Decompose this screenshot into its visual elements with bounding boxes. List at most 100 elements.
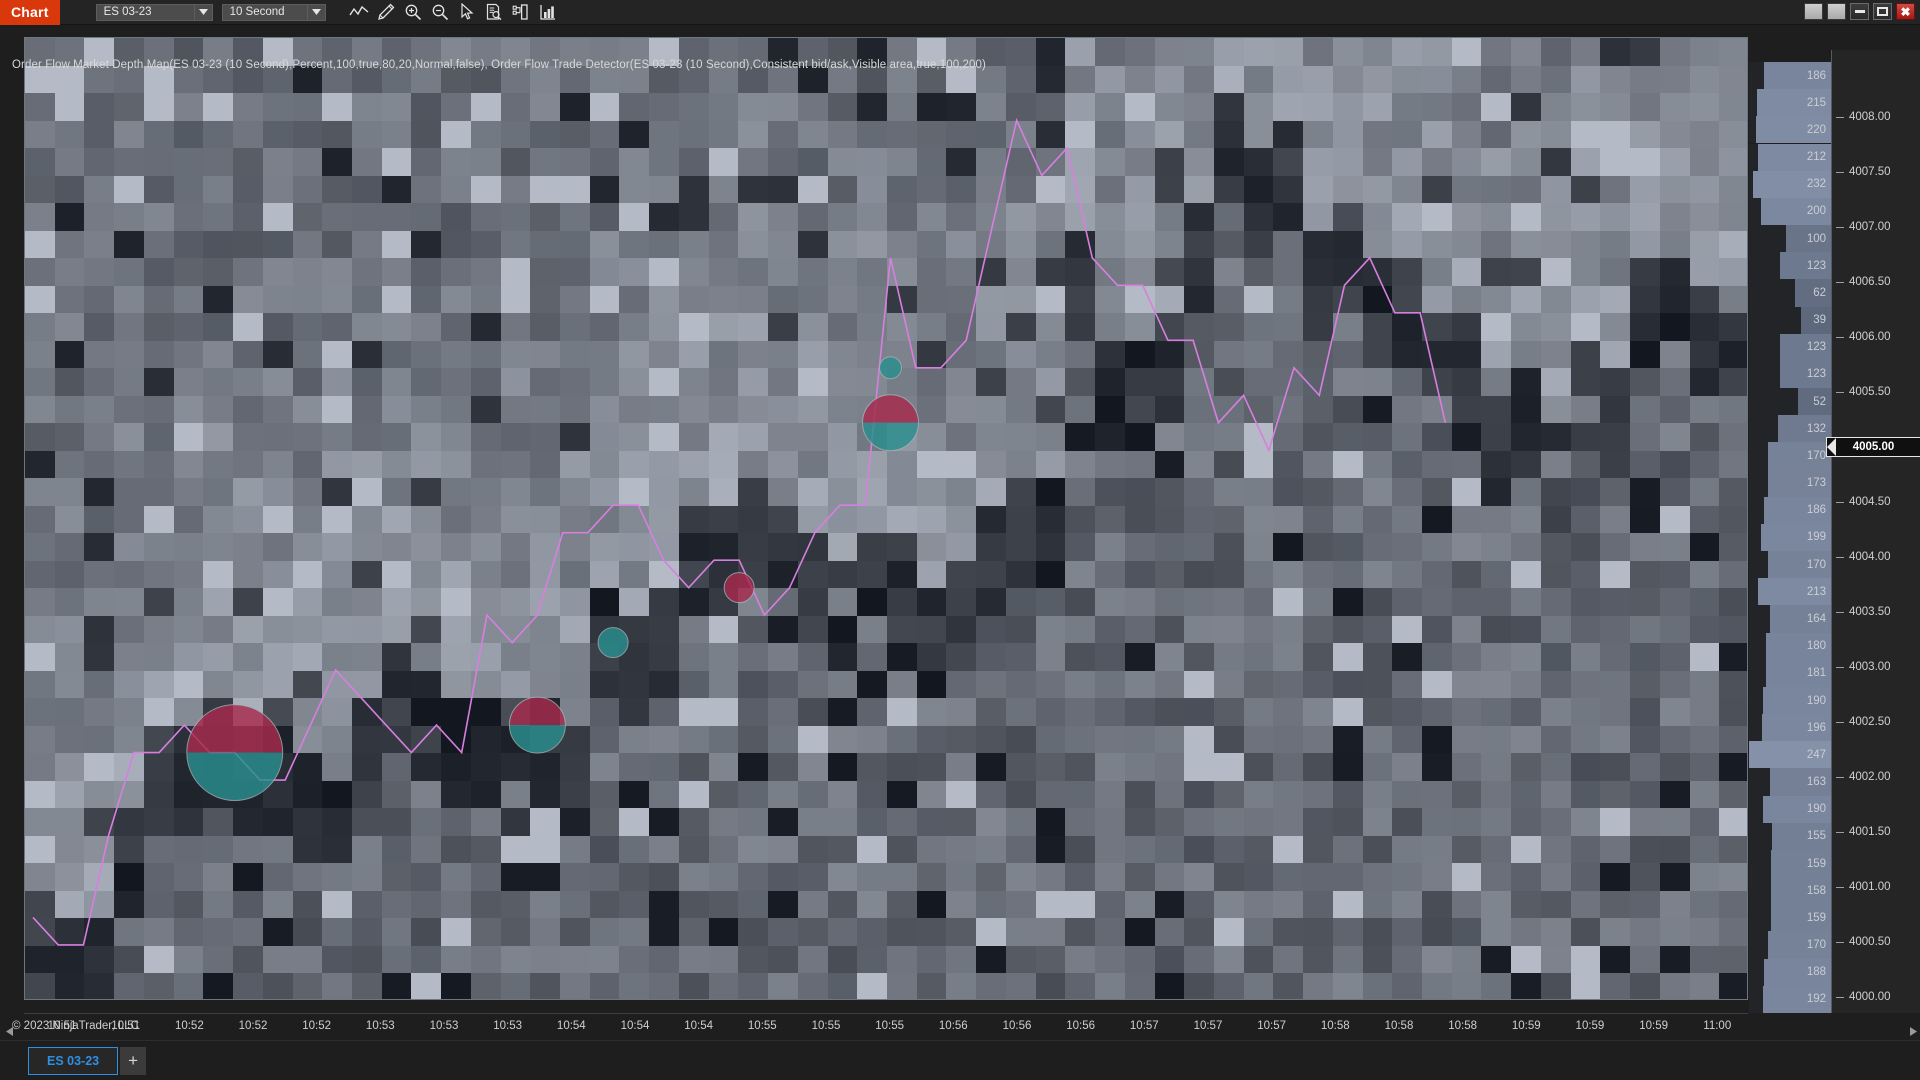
indicators-icon[interactable] [508,1,535,24]
window-button-blank-2[interactable] [1827,3,1846,20]
volume-ladder-row: 155 [1749,822,1831,850]
data-series-icon[interactable] [481,1,508,24]
price-axis-label: 4006.50 [1849,276,1891,289]
price-line [32,117,1447,946]
volume-ladder-value: 196 [1806,721,1826,734]
time-axis-label: 10:54 [684,1020,714,1032]
tick-mark [1836,391,1844,393]
price-axis-tick: 4005.50 [1832,385,1920,399]
price-axis-label: 4008.00 [1849,111,1891,124]
tick-mark [1836,171,1844,173]
price-axis-label: 4002.50 [1849,716,1891,729]
bar-chart-icon[interactable] [535,1,562,24]
volume-ladder-bar [1764,62,1831,90]
chart-menu-button[interactable]: Chart [0,0,60,25]
window-button-blank-1[interactable] [1804,3,1823,20]
volume-ladder-row: 215 [1749,89,1831,117]
time-axis-label: 10:56 [938,1020,968,1032]
volume-ladder-row: 163 [1749,768,1831,796]
volume-ladder-value: 164 [1806,613,1826,625]
price-axis-tick: 4006.50 [1832,275,1920,289]
tick-mark [1836,886,1844,888]
volume-ladder-value: 199 [1806,531,1826,544]
time-axis-label: 10:54 [556,1020,586,1032]
volume-ladder-row: 170 [1749,442,1831,470]
tick-mark [1836,611,1844,613]
volume-ladder-value: 100 [1806,232,1826,245]
volume-ladder-row: 190 [1749,795,1831,823]
zoom-out-tool-icon[interactable] [427,1,454,24]
volume-ladder-bar [1771,904,1831,932]
volume-ladder-row: 186 [1749,62,1831,90]
price-axis-label: 4002.00 [1849,771,1891,784]
interval-selector[interactable]: 10 Second [221,3,326,21]
toolbar-icon-group [346,1,562,24]
chevron-down-icon[interactable] [193,4,212,20]
volume-ladder-value: 158 [1806,884,1826,897]
price-line-and-markers [32,117,1447,946]
price-axis[interactable]: 4005.00 4008.00 4007.50 4007.00 4006.50 4006… [1826,50,1920,1013]
volume-ladder-bar [1801,306,1831,334]
tab-es-03-23[interactable]: ES 03-23 [28,1046,119,1075]
volume-ladder-value: 181 [1806,667,1826,680]
volume-ladder-row: 164 [1749,605,1831,633]
volume-ladder-value: 170 [1806,449,1826,462]
price-axis-tick: 4000.50 [1832,935,1920,949]
volume-ladder-value: 123 [1806,341,1826,354]
time-axis-label: 10:57 [1193,1020,1223,1032]
price-axis-label: 4007.00 [1849,221,1891,234]
volume-ladder-row: 181 [1749,659,1831,687]
volume-ladder-bar [1772,822,1831,850]
chart-toolbar: Chart ES 03-23 10 Second [0,0,1920,25]
time-axis[interactable]: 10:51 10:51 10:52 10:52 10:52 10:53 10:53 10:53… [24,1013,1748,1041]
chart-panel[interactable] [24,37,1748,1000]
indicator-label: Order Flow Market Depth Map(ES 03-23 (10… [12,59,986,71]
volume-ladder-value: 247 [1806,748,1826,761]
price-axis-tick: 4007.00 [1832,220,1920,234]
volume-ladder-bar [1762,985,1831,1013]
tick-mark [1836,721,1844,723]
volume-ladder-row: 39 [1749,306,1831,334]
cursor-pointer-tool-icon[interactable] [454,1,481,24]
volume-ladder-bar [1768,931,1831,959]
scrollbar-track[interactable] [15,1027,1908,1036]
volume-ladder-row: 158 [1749,877,1831,905]
volume-ladder-bar [1761,714,1831,742]
volume-ladder-bar [1763,958,1831,986]
tick-mark [1836,116,1844,118]
price-axis-tick: 4008.00 [1832,110,1920,124]
price-axis-tick: 4006.00 [1832,330,1920,344]
tick-mark [1836,941,1844,943]
time-axis-label: 10:52 [174,1020,204,1032]
price-axis-tick: 4000.00 [1832,990,1920,1004]
drawing-pencil-tool-icon[interactable] [373,1,400,24]
window-close-button[interactable]: ✖ [1896,3,1915,20]
window-minimize-button[interactable] [1850,3,1869,20]
time-axis-label: 10:53 [429,1020,459,1032]
volume-ladder-bar [1761,523,1831,552]
zoom-in-tool-icon[interactable] [400,1,427,24]
time-axis-label: 10:59 [1575,1020,1605,1032]
window-maximize-button[interactable] [1873,3,1892,20]
price-axis-tick: 4003.00 [1832,660,1920,674]
volume-ladder-row: 52 [1749,388,1831,416]
price-axis-tick: 4001.00 [1832,880,1920,894]
chevron-down-icon[interactable] [306,4,325,20]
time-axis-label: 10:51 [111,1020,141,1032]
tick-mark [1836,501,1844,503]
scroll-right-icon[interactable] [1908,1026,1919,1037]
add-tab-button[interactable]: + [120,1046,147,1075]
horizontal-scrollbar[interactable] [4,1025,1919,1037]
scroll-left-icon[interactable] [4,1026,15,1037]
price-axis-tick: 4003.50 [1832,605,1920,619]
chart-workspace: Order Flow Market Depth Map(ES 03-23 (10… [0,25,1920,1040]
instrument-selector-value: ES 03-23 [103,6,152,18]
volume-ladder-value: 62 [1813,286,1826,299]
volume-ladder-bar [1771,849,1831,878]
instrument-selector[interactable]: ES 03-23 [95,3,213,21]
tick-mark [1836,556,1844,558]
line-chart-tool-icon[interactable] [346,1,373,24]
price-axis-label: 4004.00 [1849,551,1891,564]
time-axis-label: 10:55 [811,1020,841,1032]
volume-profile-ladder: 186 215 220 212 232 200 100 123 62 39 123 123 52 132 1… [1749,62,1831,1013]
